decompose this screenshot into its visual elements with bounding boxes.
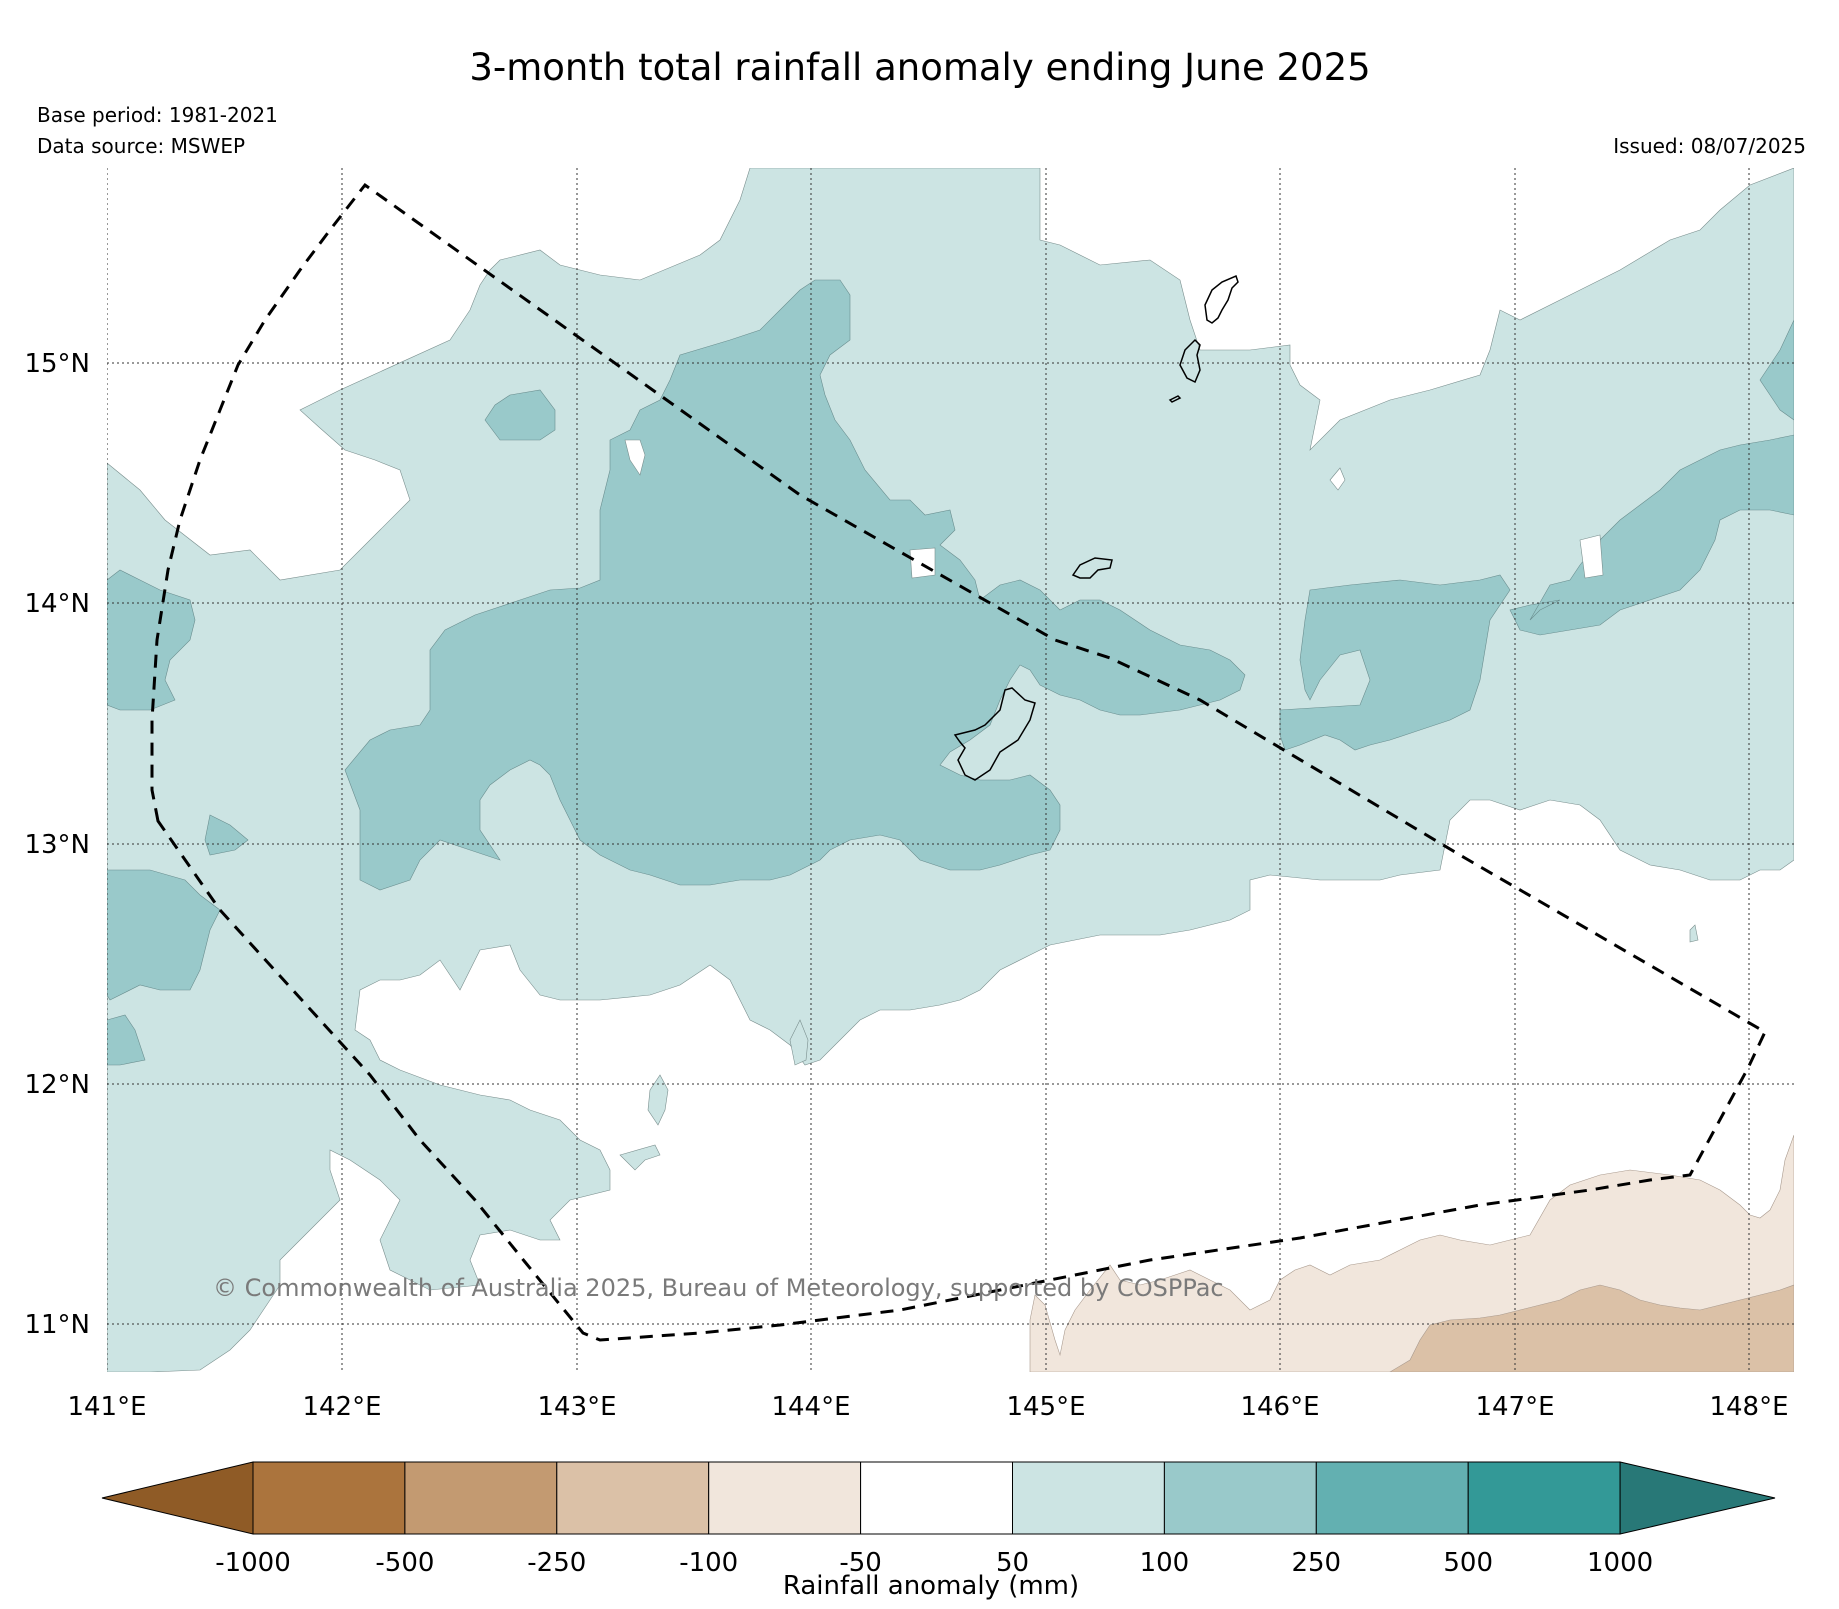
colorbar-tick: -1000 bbox=[215, 1548, 291, 1578]
no-anomaly-hole-3 bbox=[1579, 534, 1604, 579]
anomaly-blob-west-2 bbox=[107, 869, 221, 1001]
gridlines bbox=[107, 168, 1794, 1372]
latitude-tick-labels: 15°N 14°N 13°N 12°N 11°N bbox=[24, 349, 90, 1340]
colorbar-segment bbox=[1012, 1461, 1165, 1535]
colorbar-tick: 500 bbox=[1443, 1548, 1493, 1578]
lat-tick: 12°N bbox=[24, 1070, 90, 1100]
colorbar-tick-labels: -1000 -500 -250 -100 -50 50 100 250 500 1000 bbox=[215, 1548, 1653, 1578]
map-area[interactable]: © Commonwealth of Australia 2025, Bureau… bbox=[107, 168, 1794, 1372]
base-period-label: Base period: 1981-2021 bbox=[37, 103, 278, 127]
colorbar-segment bbox=[1163, 1461, 1317, 1535]
colorbar-title: Rainfall anomaly (mm) bbox=[783, 1571, 1079, 1601]
colorbar-tick: 100 bbox=[1140, 1548, 1190, 1578]
anomaly-blob-west-1 bbox=[107, 569, 196, 711]
colorbar-tick: 50 bbox=[996, 1548, 1029, 1578]
anomaly-region-neg-100-250 bbox=[1389, 1284, 1794, 1372]
island-tinian bbox=[1179, 338, 1201, 384]
lon-tick: 147°E bbox=[1475, 1392, 1554, 1422]
anomaly-region-100-250-east-2 bbox=[1509, 434, 1794, 636]
eez-boundary bbox=[150, 182, 1767, 1342]
colorbar-extend-low bbox=[101, 1461, 254, 1535]
colorbar bbox=[101, 1461, 1776, 1535]
anomaly-islet-1 bbox=[789, 1019, 809, 1066]
colorbar-segment bbox=[708, 1461, 862, 1535]
colorbar-segment bbox=[556, 1461, 710, 1535]
lat-tick: 13°N bbox=[24, 830, 90, 860]
lat-tick: 14°N bbox=[24, 589, 90, 619]
lon-tick: 141°E bbox=[67, 1392, 146, 1422]
issued-date-label: Issued: 08/07/2025 bbox=[1613, 134, 1806, 158]
island-guam bbox=[953, 687, 1036, 781]
lat-tick: 11°N bbox=[24, 1310, 90, 1340]
anomaly-blob-west-3 bbox=[107, 1014, 146, 1066]
map-title: 3-month total rainfall anomaly ending Ju… bbox=[469, 46, 1370, 89]
colorbar-tick: -500 bbox=[375, 1548, 434, 1578]
lon-tick: 146°E bbox=[1240, 1392, 1319, 1422]
no-anomaly-hole-1 bbox=[624, 439, 646, 476]
anomaly-islet-4 bbox=[1689, 924, 1699, 943]
colorbar-tick: 1000 bbox=[1587, 1548, 1653, 1578]
colorbar-segment bbox=[1315, 1461, 1469, 1535]
anomaly-blob-north-1 bbox=[484, 389, 556, 441]
data-source-label: Data source: MSWEP bbox=[37, 134, 245, 158]
colorbar-tick: 250 bbox=[1291, 1548, 1341, 1578]
colorbar-segment bbox=[252, 1461, 406, 1535]
colorbar-segment bbox=[1467, 1461, 1621, 1535]
island-coastlines bbox=[953, 274, 1239, 781]
colorbar-segment bbox=[404, 1461, 558, 1535]
island-saipan bbox=[1204, 274, 1239, 324]
colorbar-tick: -250 bbox=[527, 1548, 586, 1578]
colorbar-tick: -100 bbox=[679, 1548, 738, 1578]
lon-tick: 143°E bbox=[537, 1392, 616, 1422]
colorbar-extend-high bbox=[1619, 1461, 1776, 1535]
lat-tick: 15°N bbox=[24, 349, 90, 379]
anomaly-blob-west-4 bbox=[204, 814, 249, 856]
colorbar-tick: -50 bbox=[839, 1548, 881, 1578]
no-anomaly-hole-4 bbox=[1329, 467, 1346, 491]
lon-tick: 145°E bbox=[1006, 1392, 1085, 1422]
anomaly-islet-2 bbox=[647, 1074, 669, 1126]
anomaly-region-100-250-east-1 bbox=[1279, 574, 1511, 751]
anomaly-blob-northeast bbox=[1759, 319, 1794, 421]
lon-tick: 148°E bbox=[1709, 1392, 1788, 1422]
lon-tick: 142°E bbox=[302, 1392, 381, 1422]
colorbar-segment bbox=[860, 1461, 1013, 1535]
island-aguijan bbox=[1168, 395, 1182, 403]
longitude-tick-labels: 141°E 142°E 143°E 144°E 145°E 146°E 147°… bbox=[67, 1392, 1788, 1422]
copyright-credit: © Commonwealth of Australia 2025, Bureau… bbox=[213, 1274, 1224, 1302]
island-rota bbox=[1071, 557, 1113, 579]
lon-tick: 144°E bbox=[771, 1392, 850, 1422]
anomaly-islet-3 bbox=[619, 1144, 661, 1171]
anomaly-region-100-250-central bbox=[344, 279, 1246, 891]
